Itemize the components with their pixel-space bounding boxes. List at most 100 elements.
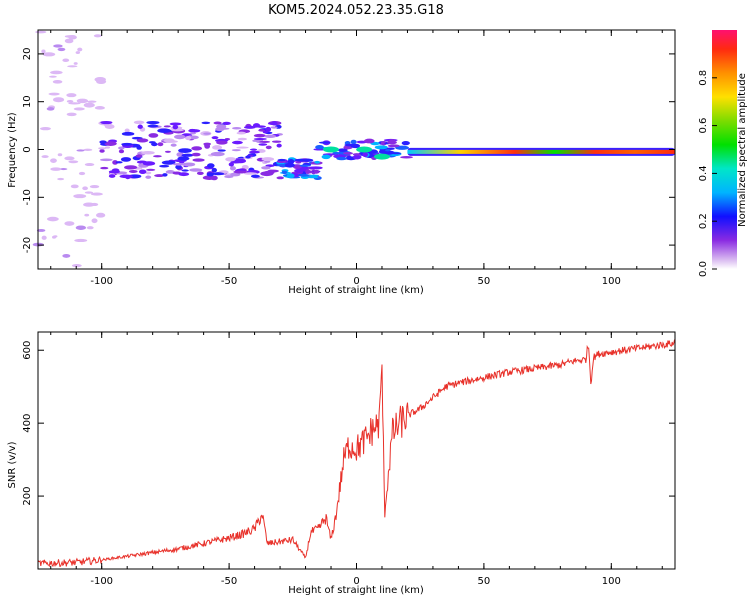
- spectral-blob: [352, 154, 362, 160]
- spectral-blob: [299, 164, 311, 167]
- spectral-blob: [313, 169, 320, 174]
- spectral-blob: [84, 191, 94, 194]
- x-tick-label: -50: [221, 576, 237, 587]
- spectral-blob: [100, 166, 109, 170]
- spectral-blob: [258, 143, 268, 146]
- spectral-blob: [93, 34, 102, 38]
- spectral-blob: [386, 140, 397, 145]
- spectral-blob: [153, 155, 162, 158]
- spectral-blob: [64, 221, 75, 226]
- spectral-blob: [94, 106, 105, 110]
- y-tick-label: 200: [22, 487, 33, 506]
- snr-y-label: SNR (v/v): [7, 441, 18, 488]
- spectral-blob: [99, 140, 107, 144]
- snr-x-ticks: -100 -50 0 50 100: [50, 332, 663, 587]
- spectral-blob: [66, 99, 74, 103]
- spectral-blob: [228, 162, 235, 167]
- spectral-blob: [350, 139, 357, 145]
- spectral-blob: [182, 162, 196, 167]
- spectral-blob: [259, 140, 271, 143]
- spectral-blob: [82, 186, 88, 191]
- y-tick-label: -20: [22, 237, 33, 253]
- spectral-blob: [236, 146, 249, 149]
- spectral-blob: [263, 160, 271, 163]
- spectral-blob: [172, 162, 186, 166]
- spectral-blob: [191, 152, 201, 157]
- spectral-blob: [170, 128, 184, 132]
- spectral-blob: [233, 170, 248, 174]
- spectral-blob: [231, 140, 243, 145]
- spectral-blob: [141, 150, 155, 155]
- spectral-blob: [96, 79, 105, 83]
- spectral-blob: [89, 184, 100, 189]
- carrier-band-core: [407, 149, 675, 154]
- spectral-blob: [401, 141, 410, 146]
- spectral-blob: [68, 102, 81, 105]
- spectral-blob: [77, 47, 83, 52]
- spectral-features: [32, 30, 675, 268]
- spectral-blob: [211, 136, 219, 140]
- spectral-blob: [276, 164, 287, 167]
- spectral-blob: [229, 166, 236, 171]
- spectral-blob: [75, 51, 81, 54]
- spectral-blob: [245, 155, 251, 159]
- spectral-blob: [49, 75, 57, 78]
- spectral-blob: [91, 218, 98, 224]
- spectral-blob: [261, 166, 271, 170]
- spectral-blob: [276, 143, 282, 148]
- spectral-blob: [135, 154, 143, 158]
- spectral-blob: [41, 235, 47, 240]
- spectral-blob: [68, 35, 77, 40]
- snr-panel: -100 -50 0 50 100 200 400 600 Height of straig…: [7, 331, 676, 596]
- spectral-blob: [73, 62, 78, 65]
- spectral-blob: [210, 151, 225, 157]
- spectral-blob: [170, 143, 177, 147]
- spectral-blob: [243, 172, 258, 175]
- spectral-blob: [48, 92, 60, 96]
- spectral-blob: [62, 58, 70, 63]
- spectral-blob: [380, 141, 387, 146]
- x-tick-label: 100: [602, 576, 621, 587]
- spectral-blob: [277, 158, 286, 162]
- spectral-blob: [232, 127, 242, 130]
- spectral-blob: [400, 156, 413, 159]
- spectral-blob: [64, 156, 75, 161]
- spectrogram-x-label: Height of straight line (km): [288, 285, 424, 296]
- spectral-blob: [222, 121, 231, 126]
- spectral-blob: [224, 175, 234, 179]
- spectral-blob: [265, 145, 272, 150]
- spectral-blob: [50, 70, 63, 75]
- spectral-blob: [50, 167, 62, 171]
- spectral-blob: [104, 124, 112, 127]
- spectral-blob: [211, 167, 217, 173]
- spectral-blob: [302, 158, 314, 162]
- spectral-blob: [157, 142, 164, 147]
- spectral-blob: [71, 264, 82, 268]
- y-tick-label: 10: [22, 95, 33, 108]
- spectral-blob: [108, 170, 121, 174]
- spectral-blob: [352, 153, 361, 156]
- spectral-blob: [50, 158, 57, 163]
- spectral-blob: [196, 171, 204, 176]
- spectral-blob: [230, 172, 241, 177]
- spectral-blob: [216, 140, 228, 145]
- spectral-blob: [248, 150, 260, 154]
- spectral-hotspot: [373, 153, 390, 160]
- spectral-blob: [62, 253, 71, 258]
- spectral-blob: [57, 177, 65, 181]
- spectral-hotspot: [356, 146, 373, 153]
- snr-line: [37, 339, 676, 568]
- spectral-blob: [59, 168, 68, 171]
- spectral-blob: [99, 149, 105, 153]
- spectral-blob: [41, 49, 46, 54]
- spectral-blob: [189, 168, 203, 172]
- spectral-blob: [41, 155, 49, 158]
- spectral-blob: [68, 160, 79, 164]
- spectral-blob: [154, 174, 165, 178]
- spectral-blob: [66, 93, 77, 98]
- spectral-blob: [39, 127, 51, 131]
- x-tick-label: 0: [353, 276, 359, 287]
- spectral-blob: [387, 144, 400, 148]
